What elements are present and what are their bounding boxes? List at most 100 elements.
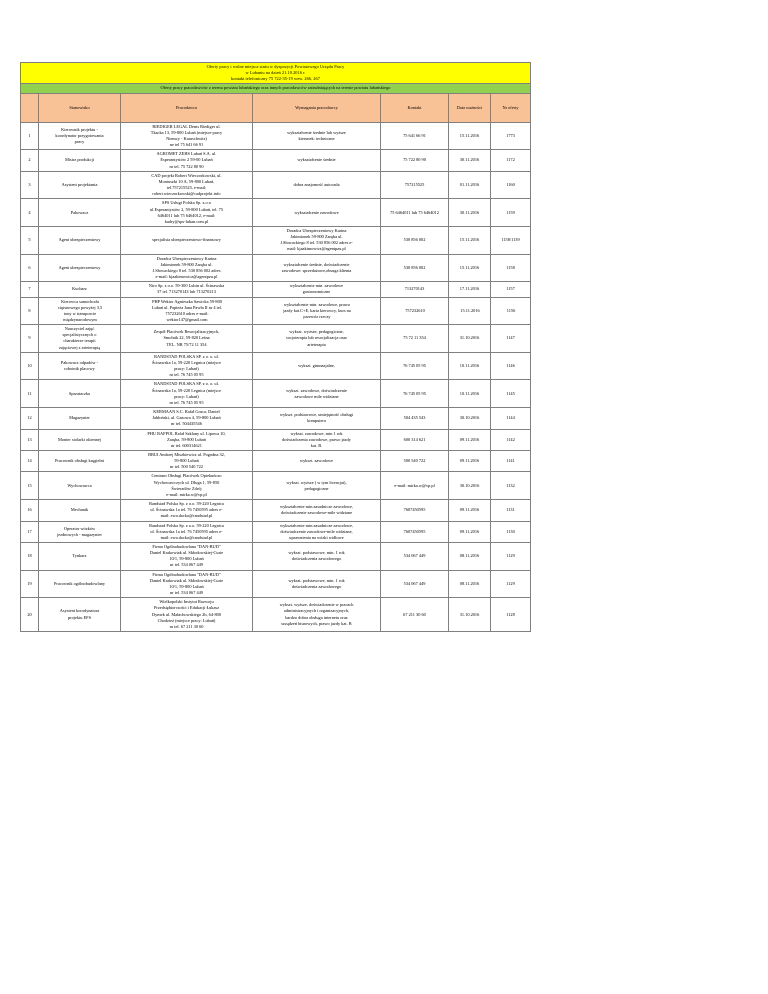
cell-line: 713270143 xyxy=(404,286,425,292)
cell-line: Niro Sp. z o.o. 59-300 Lubin ul. Ścinaws… xyxy=(148,283,225,289)
cell-stanowisko: Sprzataczka xyxy=(38,379,121,409)
cell-wymagania: wykszt. podstawowe, umiejętność obsługi k… xyxy=(252,407,381,430)
column-header-nr: Nr oferty xyxy=(490,92,531,123)
cell-data: 10.11.2016 xyxy=(448,351,491,381)
cell-line: nr tel. 600314621 xyxy=(171,442,202,448)
cell-line: PHU RAFPOL Rafał Szklany ul. Lipowa 10, xyxy=(147,430,226,436)
row-number: 10 xyxy=(20,351,39,381)
title-line-1: Oferty pracy i wolne miejsca stażu w dys… xyxy=(206,64,345,69)
cell-line: KERMAAN S.C. Rafał Gruca, Daniel xyxy=(153,409,220,415)
cell-line: Pracownik obsługi kręgielni xyxy=(55,458,104,464)
cell-line: doświadczenie zawodowe-mile widziane xyxy=(280,510,353,516)
cell-line: robert.wieczorkowski@cadprojekt.info xyxy=(152,191,221,197)
cell-line: kadry@sps-luban.com.pl xyxy=(164,218,209,224)
column-header-lp xyxy=(20,92,39,123)
row-number: 6 xyxy=(20,253,39,283)
cell-line: Wychowawczych ul. Długa 1, 59-850 xyxy=(153,479,220,485)
title-line-2: w Lubaniu na dzień 21.10.2016 r. xyxy=(245,70,306,76)
cell-line: administracyjnych i organizacyjnych, xyxy=(283,608,350,614)
cell-wymagania: dobra znajomość autocada xyxy=(252,170,381,200)
cell-line: zawodowe mile widziane xyxy=(294,393,339,399)
cell-data: 30.11.2016 xyxy=(448,198,491,227)
cell-line: PHP Wektor Agnieszka Sawicka 59-800 xyxy=(152,298,222,304)
cell-line: nr tel. 500 540 722 xyxy=(170,464,203,470)
cell-line: Smolnik 22, 59-820 Leśna xyxy=(163,335,210,341)
cell-nr: 1156 xyxy=(490,296,531,326)
cell-data: 09.11.2016 xyxy=(448,428,491,451)
table-row: 19 Pracownik ogólnobudowlany Firma Ogólnob… xyxy=(20,569,531,599)
cell-wymagania: wykształcenie min.zasadnicze zawodowe, do… xyxy=(252,520,381,544)
cell-line: ul. Ścinawska 1a tel. 76 7450595 adres e… xyxy=(150,528,223,534)
column-header-pracodawca: Pracodawca xyxy=(120,92,253,123)
cell-data: 30.10.2016 xyxy=(448,471,491,501)
cell-line: 75 641 66 91 xyxy=(403,132,426,138)
cell-pracodawca: Randstad Polska Sp. z o.o. 59-220 Legnic… xyxy=(120,520,253,544)
cell-line: mail: ewa.dacko@randstad.pl xyxy=(160,534,213,540)
cell-line: Asystent projektanta xyxy=(61,181,98,187)
cell-kontakt: 67 211 30 60 xyxy=(380,597,449,633)
column-header-data: Data ważności xyxy=(448,92,491,123)
cell-line: Jakimionek 59-800 Zaręba ul. xyxy=(290,234,343,240)
cell-line: wykszt. wyższe, doświadczenie w pracach xyxy=(279,602,354,608)
cell-line: Kierowca samochodu xyxy=(61,298,99,304)
cell-kontakt: 7607450595 xyxy=(380,499,449,522)
cell-line: komputera xyxy=(307,418,326,424)
cell-kontakt: 7607450595 xyxy=(380,520,449,544)
row-number: 5 xyxy=(20,225,39,255)
cell-line: BBUI Andrzej Miszkiewicz ul. Pogodna 32, xyxy=(148,451,225,457)
cell-line: wykształcenie średnie xyxy=(297,157,336,163)
cell-data: 30.11.2016 xyxy=(448,149,491,172)
cell-line: Daniel Krakowiak ul. Skłodowskiej-Curie xyxy=(149,550,224,556)
cell-line: nr tel. 76 745 05 95 xyxy=(169,372,204,378)
cell-wymagania: wykształcenie zawodowe xyxy=(252,198,381,227)
cell-line: Tynkarz xyxy=(72,553,87,559)
cell-line: pracy: Lubań) xyxy=(174,366,199,372)
cell-line: robotnik placowy xyxy=(64,366,95,372)
cell-line: 67 211 30 60 xyxy=(403,611,426,617)
cell-line: mail: kjaakimowicz@agentpzu.pl xyxy=(287,246,346,252)
cell-line: 1130 xyxy=(506,528,515,534)
cell-line: Zespół Placówek Resocjalizacyjnych, xyxy=(153,329,220,335)
cell-line: wektor147@gmail.com xyxy=(166,317,208,322)
row-number: 4 xyxy=(20,198,39,227)
cell-line: Ścinawska 1a, 59-220 Legnica (miejsce xyxy=(151,359,222,365)
cell-line: 7607450595 xyxy=(403,507,426,513)
cell-line: wykształcenie średnie, doświadczenie xyxy=(283,261,350,267)
cell-line: J.Słowackiego 8 tel. 530 856 002 adres xyxy=(152,267,221,273)
cell-line: RANDSTAD POLSKA SP. z o. o. ul. xyxy=(154,381,219,387)
cell-line: 01.11.2016 xyxy=(459,181,480,187)
cell-kontakt: 757232610 xyxy=(380,296,449,326)
cell-line: Wielkopolski Instytut Rozwoju xyxy=(159,599,214,605)
cell-nr: 1131 xyxy=(490,499,531,522)
cell-line: 1132 xyxy=(506,482,515,488)
cell-line: koordynator przygotowania xyxy=(55,132,104,138)
cell-line: 09.11.2016 xyxy=(459,458,480,464)
cell-line: RANDSTAD POLSKA SP. z o. o. ul. xyxy=(154,353,219,359)
document-title: Oferty pracy i wolne miejsca stażu w dys… xyxy=(20,61,531,85)
cell-line: 09.11.2016 xyxy=(459,528,480,534)
cell-nr: 1145 xyxy=(490,379,531,409)
cell-wymagania: wykształcenie średnie lub wyższe kierunek… xyxy=(252,121,381,151)
cell-pracodawca: KERMAAN S.C. Rafał Gruca, Daniel Jabłońsk… xyxy=(120,407,253,430)
subtitle-row: Oferty pracy pracodawców z terenu powiat… xyxy=(20,83,531,94)
cell-line: Pakowacz odpadów - xyxy=(60,359,99,365)
cell-line: 757215525 xyxy=(404,181,425,187)
cell-line: 1128 xyxy=(506,611,515,617)
cell-line: 1131 xyxy=(506,507,515,513)
cell-wymagania: wykszt. zawodowe, doświadczenie zawodowe … xyxy=(252,379,381,409)
cell-pracodawca: Firma Ogólnobudowlana "DAN-BUD" Daniel Kr… xyxy=(120,542,253,571)
cell-pracodawca: Zespół Placówek Resocjalizacyjnych, Smoln… xyxy=(120,324,253,353)
sheet-body: Oferty pracy i wolne miejsca stażu w dys… xyxy=(20,61,531,633)
cell-line: Ścinawska 1a, 59-220 Legnica (miejsce xyxy=(151,387,222,393)
cell-nr: 1129 xyxy=(490,542,531,571)
row-number: 8 xyxy=(20,296,39,326)
cell-line: AGROMET ZEHS Lubań S.A. ul. xyxy=(156,151,217,157)
cell-pracodawca: RANDSTAD POLSKA SP. z o. o. ul. Ścinawska… xyxy=(120,351,253,381)
cell-wymagania: wykształcenie min.zasadnicze zawodowe, do… xyxy=(252,499,381,522)
cell-pracodawca: RANDSTAD POLSKA SP. z o. o. ul. Ścinawska… xyxy=(120,379,253,409)
cell-kontakt: 75 641 66 91 xyxy=(380,121,449,151)
cell-kontakt: 534 067 449 xyxy=(380,542,449,571)
cell-pracodawca: Niro Sp. z o.o. 59-300 Lubin ul. Ścinaws… xyxy=(120,281,253,298)
cell-line: wykszt. zawodowe, doświadczenie xyxy=(286,387,347,393)
